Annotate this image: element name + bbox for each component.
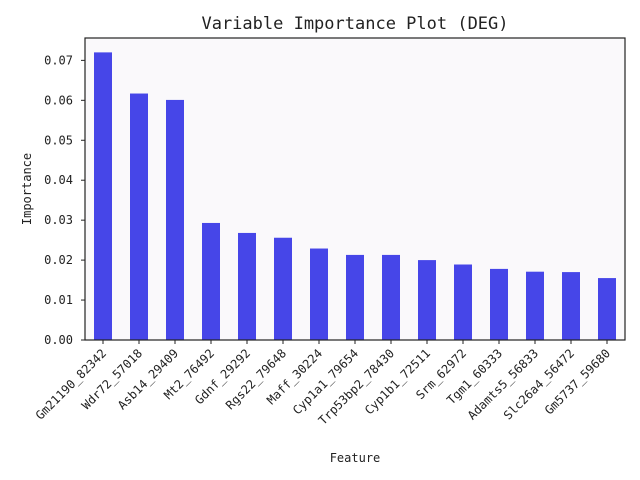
x-tick-label: Gm5737_59680 — [542, 346, 613, 417]
bar — [346, 254, 364, 340]
y-tick-label: 0.00 — [44, 333, 73, 347]
y-axis-ticks: 0.00 0.01 0.02 0.03 0.04 0.05 0.06 0.07 — [44, 53, 85, 347]
y-axis-label: Importance — [20, 153, 34, 225]
y-tick-label: 0.01 — [44, 293, 73, 307]
bar — [562, 272, 580, 340]
y-tick-label: 0.04 — [44, 173, 73, 187]
bar — [454, 264, 472, 340]
x-axis-ticks: Gm21190_82342Wdr72_57018Asb14_29409Mt2_7… — [33, 340, 613, 428]
chart-title: Variable Importance Plot (DEG) — [201, 14, 508, 34]
bar — [94, 52, 112, 340]
y-tick-label: 0.02 — [44, 253, 73, 267]
y-tick-label: 0.05 — [44, 133, 73, 147]
bar — [166, 99, 184, 340]
y-tick-label: 0.07 — [44, 53, 73, 67]
bar — [310, 248, 328, 340]
bar — [130, 93, 148, 340]
bar — [238, 232, 256, 340]
plot-frame — [84, 37, 626, 341]
bar — [382, 254, 400, 340]
y-tick-label: 0.03 — [44, 213, 73, 227]
bar — [526, 271, 544, 340]
y-tick-label: 0.06 — [44, 93, 73, 107]
bar — [202, 222, 220, 340]
x-axis-label: Feature — [330, 451, 381, 465]
bar — [274, 237, 292, 340]
bars-group — [94, 52, 616, 340]
bar — [490, 268, 508, 340]
bar — [598, 278, 616, 340]
bar — [418, 260, 436, 340]
